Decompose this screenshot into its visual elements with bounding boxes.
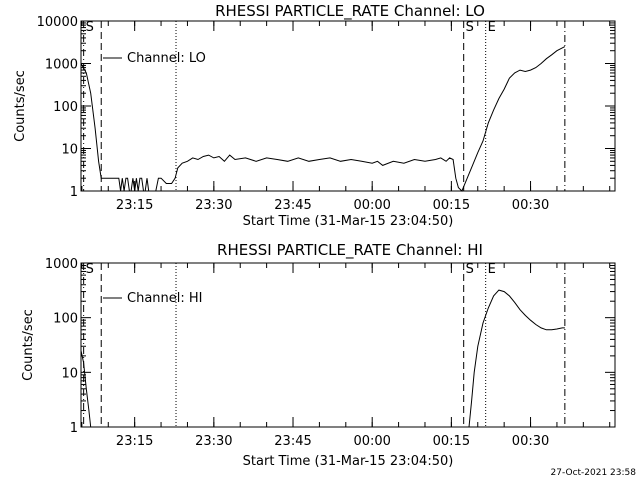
x-tick-label: 00:15 [433,198,470,213]
x-tick-label: 00:00 [353,434,390,449]
y-axis: 1 10 100 1000 [45,257,615,436]
time-marker-label: E [488,262,496,277]
x-tick-label: 00:30 [512,198,549,213]
y-axis-label: Counts/sec [13,70,28,142]
series-line-lo [80,46,566,192]
x-tick-label: 00:30 [512,434,549,449]
panel-lo: RHESSI PARTICLE_RATE Channel: LO 1101001… [13,2,616,229]
y-axis-label: Counts/sec [21,309,36,381]
y-tick-label: 1 [70,185,78,200]
y-axis: 1 10 100 1000 10000 [37,15,615,200]
x-tick-label: 00:15 [433,434,470,449]
y-tick-label: 10 [61,366,78,381]
plot-frame [80,262,616,428]
x-tick-label: 23:30 [195,198,232,213]
time-marker-label: E [488,20,496,35]
time-marker-label: S [86,20,94,35]
y-tick-label: 10 [61,143,78,158]
x-axis-label: Start Time (31-Mar-15 23:04:50) [243,214,454,229]
time-marker-label: S [86,262,94,277]
time-marker-label: S [466,20,474,35]
x-tick-label: 23:45 [274,434,311,449]
x-axis: 23:15 23:30 23:45 00:00 00:15 00:30 [81,263,611,449]
legend-label: Channel: LO [127,51,206,66]
x-tick-label: 23:30 [195,434,232,449]
x-axis-label: Start Time (31-Mar-15 23:04:50) [243,454,454,469]
series-line-hi [80,289,565,428]
time-marker-label: S [466,262,474,277]
chart-title: RHESSI PARTICLE_RATE Channel: LO [215,2,485,21]
y-tick-label: 1 [70,421,78,436]
y-tick-label: 100 [53,312,78,327]
footer-date: 27-Oct-2021 23:58 [551,468,637,478]
x-tick-label: 00:00 [353,198,390,213]
panel-hi: RHESSI PARTICLE_RATE Channel: HI 1101001… [21,241,616,469]
y-tick-label: 10000 [37,15,78,30]
y-tick-label: 1000 [45,257,78,272]
legend-label: Channel: HI [127,291,203,306]
x-tick-label: 23:45 [274,198,311,213]
y-tick-label: 1000 [45,58,78,73]
y-tick-label: 100 [53,100,78,115]
x-tick-label: 23:15 [116,198,153,213]
x-tick-label: 23:15 [116,434,153,449]
chart-title: RHESSI PARTICLE_RATE Channel: HI [217,241,483,260]
x-axis: 23:15 23:30 23:45 00:00 00:15 00:30 [81,21,611,213]
plot-frame [80,20,616,192]
